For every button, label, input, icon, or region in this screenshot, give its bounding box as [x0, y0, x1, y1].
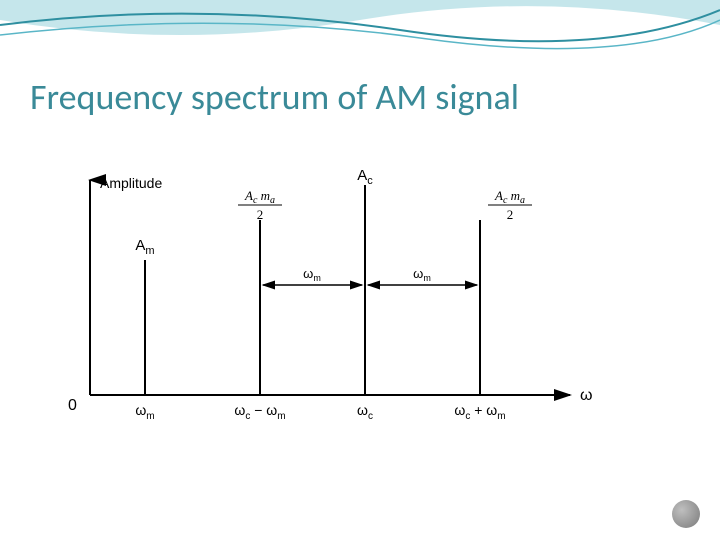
- svg-text:ωc: ωc: [357, 402, 373, 422]
- svg-text:ωm: ωm: [303, 266, 321, 283]
- svg-text:ωc + ωm: ωc + ωm: [454, 402, 505, 422]
- svg-text:ωc − ωm: ωc − ωm: [234, 402, 285, 422]
- svg-text:Am: Am: [135, 237, 154, 257]
- svg-text:ωm: ωm: [135, 402, 154, 422]
- svg-text:ωm: ωm: [413, 266, 431, 283]
- origin-label: 0: [68, 397, 77, 414]
- dim-arrow-right: ωm: [368, 266, 477, 285]
- dim-arrow-left: ωm: [263, 266, 362, 285]
- spectrum-diagram: Amplitude ω 0 Am ωm Ac ma 2 ωc − ωm Ac ω…: [60, 170, 620, 440]
- svg-text:2: 2: [507, 207, 514, 222]
- svg-text:2: 2: [257, 207, 264, 222]
- y-axis-label: Amplitude: [100, 175, 162, 191]
- spectral-line-upper-sideband: Ac ma 2 ωc + ωm: [454, 188, 532, 422]
- spectral-line-lower-sideband: Ac ma 2 ωc − ωm: [234, 188, 285, 422]
- svg-text:Ac: Ac: [357, 170, 373, 187]
- page-number-dot: [672, 500, 700, 528]
- svg-text:Ac ma: Ac ma: [494, 188, 525, 206]
- wave-decoration: [0, 0, 720, 60]
- svg-text:Ac ma: Ac ma: [244, 188, 275, 206]
- page-title: Frequency spectrum of AM signal: [30, 75, 519, 119]
- spectral-line-carrier: Ac ωc: [357, 170, 373, 422]
- x-axis-label: ω: [580, 387, 593, 404]
